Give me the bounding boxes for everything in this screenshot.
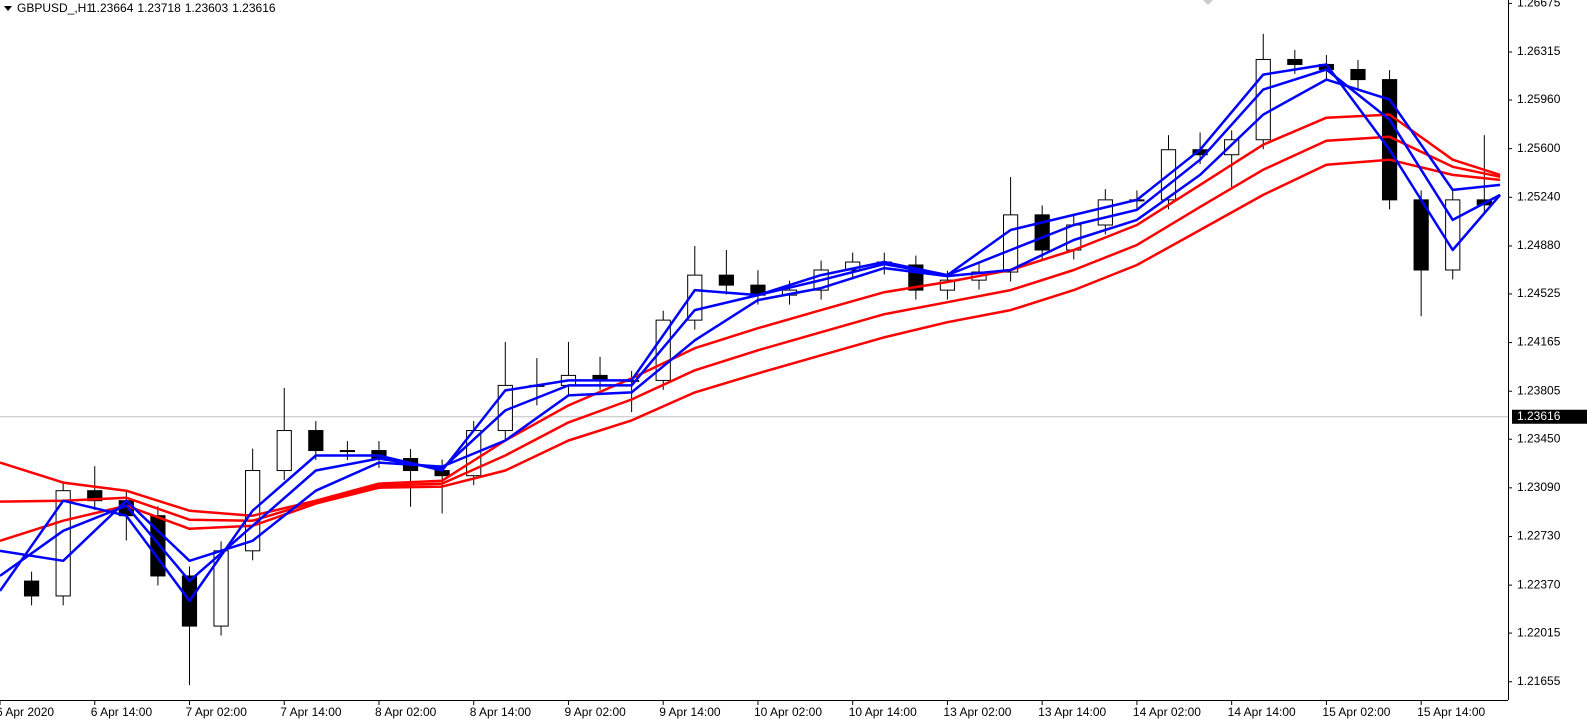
candle-body	[1255, 58, 1271, 141]
x-tick-label: 8 Apr 02:00	[375, 705, 437, 719]
candle-body	[1002, 214, 1019, 273]
y-tick-label: 1.25600	[1517, 141, 1561, 155]
ohlc-value: 1.23603	[185, 1, 229, 15]
x-tick-label: 15 Apr 02:00	[1322, 705, 1390, 719]
x-tick-label: 15 Apr 14:00	[1417, 705, 1485, 719]
ohlc-values: 1.23664 1.23718 1.23603 1.23616	[90, 1, 276, 15]
candle-body	[939, 279, 956, 291]
y-tick-label: 1.24525	[1517, 286, 1561, 300]
ohlc-value: 1.23616	[232, 1, 276, 15]
y-tick-label: 1.25240	[1517, 189, 1561, 203]
x-tick-label: 8 Apr 14:00	[470, 705, 532, 719]
candle-body	[1224, 139, 1240, 156]
candle-body	[1413, 199, 1429, 271]
symbol-title: GBPUSD_,H1	[17, 1, 93, 15]
candle-body	[1097, 199, 1113, 226]
candle-body	[150, 515, 166, 577]
moving-average	[0, 135, 1501, 522]
y-tick-label: 1.22730	[1517, 529, 1561, 543]
moving-average	[0, 78, 1501, 563]
x-tick-label: 7 Apr 02:00	[185, 705, 247, 719]
x-tick-label: 9 Apr 02:00	[564, 705, 626, 719]
x-tick-label: 7 Apr 14:00	[280, 705, 342, 719]
candle-body	[718, 274, 734, 286]
candle-body	[23, 580, 40, 597]
y-tick-label: 1.24880	[1517, 238, 1561, 252]
current-price-label: 1.23616	[1517, 409, 1561, 423]
y-tick-label: 1.23090	[1517, 480, 1561, 494]
x-tick-label: 13 Apr 14:00	[1038, 705, 1106, 719]
candle-body	[1350, 68, 1366, 81]
y-tick-label: 1.26315	[1517, 44, 1561, 58]
candle-body	[339, 450, 355, 453]
moving-average	[0, 68, 1501, 583]
plot-area	[0, 33, 1508, 686]
y-tick-label: 1.23450	[1517, 431, 1561, 445]
x-tick-label: 13 Apr 02:00	[943, 705, 1011, 719]
y-tick-label: 1.25960	[1517, 92, 1561, 106]
x-tick-label: 6 Apr 14:00	[91, 705, 153, 719]
y-tick-label: 1.21655	[1517, 674, 1561, 688]
x-tick-label: 9 Apr 14:00	[659, 705, 721, 719]
y-tick-label: 1.23805	[1517, 383, 1561, 397]
x-tick-label: 14 Apr 14:00	[1228, 705, 1296, 719]
candle-body	[55, 490, 71, 597]
y-tick-label: 1.26675	[1517, 0, 1561, 10]
moving-average	[0, 113, 1501, 517]
menu-arrow[interactable]	[4, 6, 12, 11]
candle-body	[276, 430, 292, 472]
x-tick-label: 14 Apr 02:00	[1133, 705, 1201, 719]
y-tick-label: 1.22015	[1517, 625, 1561, 639]
x-tick-label: 10 Apr 14:00	[849, 705, 917, 719]
x-tick-label: 10 Apr 02:00	[754, 705, 822, 719]
ohlc-value: 1.23718	[137, 1, 181, 15]
ohlc-value: 1.23664	[90, 1, 134, 15]
x-tick-label: 6 Apr 2020	[0, 705, 54, 719]
candle-body	[308, 430, 324, 452]
candle-body	[1287, 58, 1303, 65]
y-tick-label: 1.24165	[1517, 335, 1561, 349]
shift-marker	[1203, 0, 1213, 5]
candle-body	[87, 490, 103, 502]
y-tick-label: 1.22370	[1517, 577, 1561, 591]
current-price-box	[1512, 409, 1587, 424]
